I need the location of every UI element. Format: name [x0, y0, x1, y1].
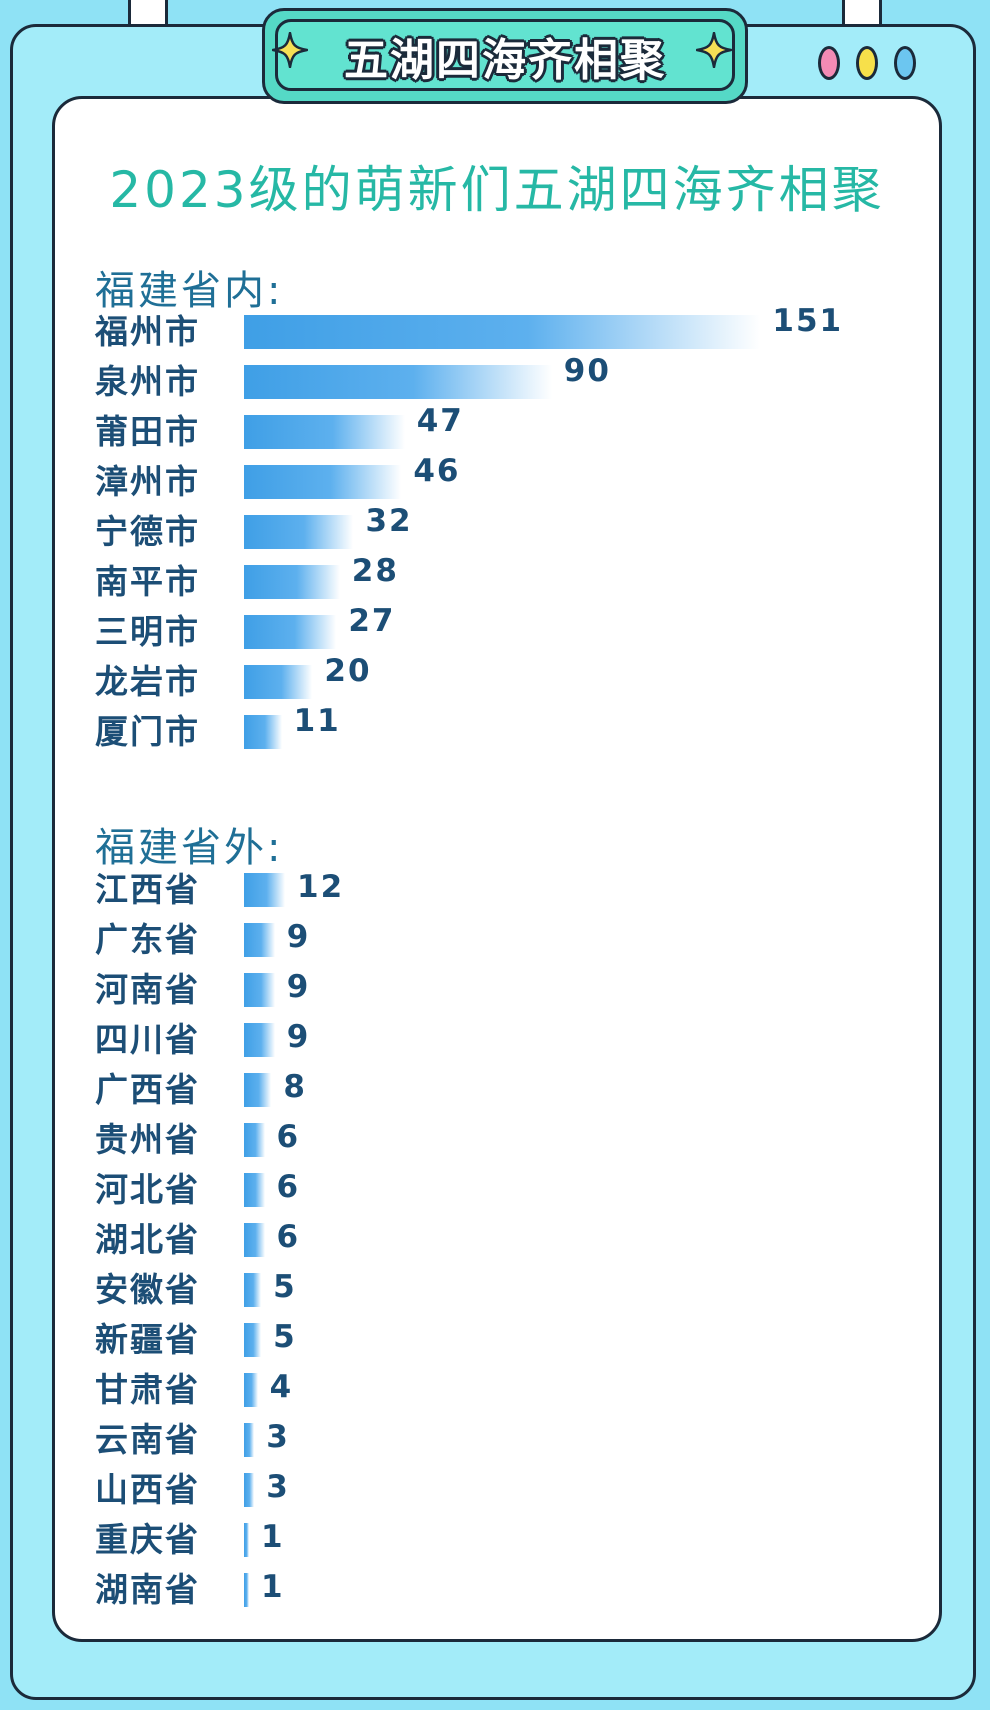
value-label: 151 [772, 303, 844, 339]
bar [244, 973, 275, 1007]
category-label: 四川省 [95, 1020, 200, 1059]
bar [244, 1423, 255, 1457]
value-label: 8 [283, 1069, 307, 1105]
category-label: 河北省 [95, 1170, 200, 1209]
bar [244, 1023, 275, 1057]
category-label: 漳州市 [95, 462, 200, 501]
category-label: 山西省 [95, 1470, 200, 1509]
category-label: 贵州省 [95, 1120, 200, 1159]
value-label: 9 [286, 969, 311, 1005]
pink-dot-icon [818, 46, 840, 80]
bar [244, 1573, 249, 1607]
category-label: 泉州市 [95, 362, 200, 401]
bar [244, 1323, 262, 1357]
bar [244, 1123, 265, 1157]
value-label: 27 [348, 603, 396, 639]
value-label: 11 [293, 703, 341, 739]
value-label: 5 [273, 1319, 297, 1355]
value-label: 12 [297, 869, 345, 905]
value-label: 5 [273, 1269, 297, 1305]
bar [244, 715, 282, 749]
bar [244, 923, 275, 957]
bar [244, 515, 354, 549]
banner-inner-frame [275, 19, 735, 91]
category-label: 宁德市 [95, 512, 200, 551]
bar [244, 365, 552, 399]
category-label: 湖南省 [95, 1570, 200, 1609]
bar [244, 615, 337, 649]
value-label: 4 [269, 1369, 294, 1405]
yellow-dot-icon [856, 46, 878, 80]
value-label: 6 [276, 1169, 301, 1205]
category-label: 福州市 [95, 312, 200, 351]
top-banner: 五湖四海齐相聚 [262, 8, 748, 104]
category-label: 厦门市 [95, 712, 200, 751]
value-label: 9 [286, 919, 311, 955]
sparkle-icon [272, 32, 308, 68]
value-label: 47 [416, 403, 464, 439]
category-label: 新疆省 [95, 1320, 200, 1359]
value-label: 9 [286, 1019, 311, 1055]
category-label: 湖北省 [95, 1220, 200, 1259]
category-label: 甘肃省 [95, 1370, 200, 1409]
page-title: 2023级的萌新们五湖四海齐相聚 [109, 161, 885, 219]
value-label: 3 [266, 1419, 290, 1455]
banner-title: 五湖四海齐相聚 [344, 35, 666, 86]
category-label: 南平市 [95, 562, 200, 601]
bar [244, 1273, 262, 1307]
category-label: 江西省 [95, 870, 200, 909]
bar [244, 415, 405, 449]
category-label: 重庆省 [95, 1520, 200, 1559]
value-label: 1 [261, 1519, 285, 1555]
bar [244, 1523, 249, 1557]
category-label: 莆田市 [95, 412, 200, 451]
bar [244, 1073, 272, 1107]
blue-dot-icon [894, 46, 916, 80]
value-label: 90 [563, 353, 611, 389]
section-title: 福建省外: [95, 825, 284, 871]
value-label: 28 [351, 553, 399, 589]
bar [244, 315, 761, 349]
value-label: 20 [324, 653, 372, 689]
sparkle-icon [696, 32, 732, 68]
category-label: 云南省 [95, 1420, 200, 1459]
bar [244, 1373, 258, 1407]
value-label: 3 [266, 1469, 290, 1505]
bar [244, 565, 340, 599]
value-label: 46 [413, 453, 461, 489]
category-label: 龙岩市 [95, 662, 200, 701]
value-label: 32 [365, 503, 413, 539]
value-label: 6 [276, 1119, 301, 1155]
bar [244, 1223, 265, 1257]
category-label: 河南省 [95, 970, 200, 1009]
section-title: 福建省内: [95, 268, 284, 314]
bar [244, 465, 402, 499]
value-label: 1 [261, 1569, 285, 1605]
content-card [52, 96, 942, 1642]
category-label: 安徽省 [95, 1270, 200, 1309]
category-label: 广西省 [95, 1070, 200, 1109]
bar [244, 1473, 255, 1507]
category-label: 广东省 [95, 920, 200, 959]
bar [244, 873, 286, 907]
value-label: 6 [276, 1219, 301, 1255]
bar [244, 1173, 265, 1207]
bar [244, 665, 313, 699]
category-label: 三明市 [95, 612, 200, 651]
